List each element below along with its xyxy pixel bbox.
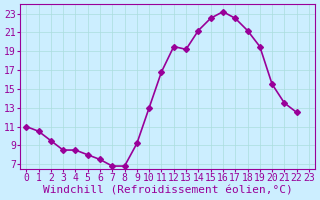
X-axis label: Windchill (Refroidissement éolien,°C): Windchill (Refroidissement éolien,°C) [43, 186, 292, 196]
